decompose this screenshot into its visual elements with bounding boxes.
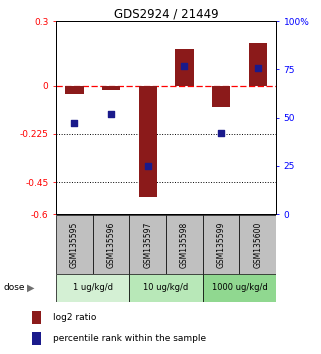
Text: percentile rank within the sample: percentile rank within the sample — [53, 333, 206, 343]
Text: 10 ug/kg/d: 10 ug/kg/d — [143, 284, 189, 292]
Point — [145, 163, 150, 169]
Point — [219, 130, 224, 136]
Bar — [212, 86, 230, 107]
Text: GSM135598: GSM135598 — [180, 222, 189, 268]
Text: GSM135599: GSM135599 — [217, 221, 226, 268]
Bar — [166, 215, 203, 274]
Bar — [203, 274, 276, 302]
Bar — [102, 86, 120, 90]
Text: dose: dose — [3, 283, 25, 292]
Bar — [175, 49, 194, 86]
Point — [72, 121, 77, 126]
Bar — [32, 311, 41, 324]
Bar — [248, 43, 267, 86]
Text: ▶: ▶ — [27, 283, 35, 293]
Text: GSM135600: GSM135600 — [253, 221, 262, 268]
Text: 1000 ug/kg/d: 1000 ug/kg/d — [212, 284, 267, 292]
Bar — [129, 274, 203, 302]
Bar — [93, 215, 129, 274]
Point — [255, 65, 260, 70]
Point — [182, 63, 187, 68]
Text: log2 ratio: log2 ratio — [53, 313, 96, 322]
Title: GDS2924 / 21449: GDS2924 / 21449 — [114, 7, 218, 20]
Text: 1 ug/kg/d: 1 ug/kg/d — [73, 284, 113, 292]
Bar — [32, 332, 41, 345]
Bar — [239, 215, 276, 274]
Bar — [56, 215, 93, 274]
Text: GSM135596: GSM135596 — [107, 221, 116, 268]
Text: GSM135595: GSM135595 — [70, 221, 79, 268]
Bar — [129, 215, 166, 274]
Bar — [56, 274, 129, 302]
Text: GSM135597: GSM135597 — [143, 221, 152, 268]
Bar — [139, 86, 157, 197]
Point — [108, 111, 114, 117]
Bar — [203, 215, 239, 274]
Bar — [65, 86, 84, 94]
